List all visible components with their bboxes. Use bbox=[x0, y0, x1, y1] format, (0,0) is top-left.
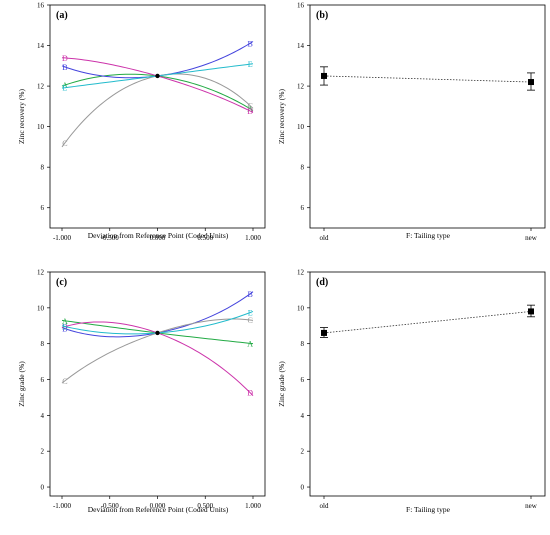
y-axis-label: Zinc grade (%) bbox=[277, 361, 286, 407]
y-tick-label: 8 bbox=[41, 164, 45, 172]
plot-frame bbox=[309, 4, 546, 229]
y-tick-label: 10 bbox=[297, 304, 305, 312]
panel-label: (c) bbox=[56, 277, 67, 288]
x-tick-label: 0.000 bbox=[150, 502, 166, 510]
data-point bbox=[321, 72, 327, 79]
chart-panel: (d) 0 2 4 6 8 10 12 Zinc grade (%) F: Tailing typ… bbox=[277, 269, 546, 514]
series-line-d bbox=[61, 57, 254, 113]
series-line-c bbox=[61, 73, 254, 148]
y-tick-label: 14 bbox=[37, 42, 45, 50]
chart-panel: (b) 6 8 10 12 14 16 Zinc recovery (%) F: Tailing… bbox=[277, 2, 546, 242]
y-tick-label: 16 bbox=[37, 2, 45, 10]
series-line-c bbox=[61, 318, 254, 384]
x-tick-label: -0.500 bbox=[101, 502, 120, 510]
y-tick-label: 6 bbox=[301, 204, 305, 212]
x-tick-label: -1.000 bbox=[53, 502, 72, 510]
y-tick-label: 12 bbox=[297, 269, 305, 277]
y-tick-label: 8 bbox=[301, 164, 305, 172]
y-tick-label: 0 bbox=[301, 484, 305, 492]
y-axis-label: Zinc recovery (%) bbox=[277, 89, 286, 144]
data-point bbox=[528, 79, 534, 86]
series-marker-a: A bbox=[62, 317, 68, 326]
x-tick-label: 0.000 bbox=[150, 234, 166, 242]
x-axis-label: Deviation from Reference Point (Coded Un… bbox=[88, 231, 229, 240]
y-tick-label: 12 bbox=[37, 269, 45, 277]
series-marker-b: B bbox=[247, 290, 252, 299]
y-tick-label: 6 bbox=[41, 376, 45, 384]
x-tick-label: -0.500 bbox=[101, 234, 120, 242]
y-tick-label: 0 bbox=[41, 484, 45, 492]
series-marker-e: E bbox=[248, 60, 253, 69]
x-axis-label: F: Tailing type bbox=[406, 505, 451, 514]
connecting-line bbox=[323, 311, 532, 334]
data-point bbox=[528, 308, 534, 315]
series-marker-c: C bbox=[247, 102, 252, 111]
plot-frame bbox=[309, 271, 546, 497]
y-tick-label: 2 bbox=[301, 448, 305, 456]
series-line-a bbox=[61, 73, 254, 111]
series-marker-b: B bbox=[62, 63, 67, 72]
panel-label: (d) bbox=[316, 277, 328, 288]
y-tick-label: 10 bbox=[297, 123, 305, 131]
connecting-line bbox=[323, 75, 532, 83]
series-marker-d: D bbox=[62, 54, 68, 63]
series-marker-e: E bbox=[62, 84, 67, 93]
y-tick-label: 14 bbox=[297, 42, 305, 50]
y-tick-label: 4 bbox=[301, 412, 305, 420]
y-tick-label: 16 bbox=[297, 2, 305, 10]
chart-panel: (a) 6 8 10 12 14 16 Zinc recovery (%) Deviation … bbox=[17, 2, 266, 242]
x-tick-label: 0.500 bbox=[197, 502, 213, 510]
y-tick-label: 12 bbox=[297, 83, 305, 91]
x-tick-label: 1.000 bbox=[245, 502, 261, 510]
y-tick-label: 6 bbox=[301, 376, 305, 384]
series-line-b bbox=[61, 291, 254, 338]
x-axis-label: F: Tailing type bbox=[406, 231, 451, 240]
series-marker-c: C bbox=[62, 139, 67, 148]
y-tick-label: 8 bbox=[41, 340, 45, 348]
reference-point bbox=[155, 73, 160, 79]
series-marker-c: C bbox=[247, 316, 252, 325]
plot-frame bbox=[49, 4, 266, 229]
x-tick-label: 1.000 bbox=[245, 234, 261, 242]
y-tick-label: 6 bbox=[41, 204, 45, 212]
x-tick-label: new bbox=[525, 234, 538, 242]
chart-panel: (c) 0 2 4 6 8 10 12 Zinc grade (%) Deviation from… bbox=[17, 269, 266, 514]
series-marker-b: B bbox=[62, 325, 67, 334]
x-tick-label: old bbox=[320, 234, 329, 242]
series-marker-a: A bbox=[247, 105, 253, 114]
y-tick-label: 12 bbox=[37, 83, 45, 91]
series-marker-e: E bbox=[248, 309, 253, 318]
series-marker-d: D bbox=[247, 107, 253, 116]
data-point bbox=[321, 329, 327, 336]
series-line-b bbox=[61, 41, 254, 79]
y-axis-label: Zinc grade (%) bbox=[17, 361, 26, 407]
y-axis-label: Zinc recovery (%) bbox=[17, 89, 26, 144]
series-marker-b: B bbox=[247, 39, 252, 48]
x-axis-label: Deviation from Reference Point (Coded Un… bbox=[88, 505, 229, 514]
x-tick-label: -1.000 bbox=[53, 234, 72, 242]
series-marker-a: A bbox=[62, 81, 68, 90]
series-marker-d: D bbox=[247, 389, 253, 398]
y-tick-label: 2 bbox=[41, 448, 45, 456]
series-marker-c: C bbox=[62, 377, 67, 386]
x-tick-label: new bbox=[525, 502, 538, 510]
series-marker-e: E bbox=[62, 322, 67, 331]
y-tick-label: 10 bbox=[37, 304, 45, 312]
series-marker-a: A bbox=[247, 339, 253, 348]
panel-label: (a) bbox=[56, 10, 68, 21]
panel-label: (b) bbox=[316, 10, 328, 21]
reference-point bbox=[155, 330, 160, 336]
y-tick-label: 4 bbox=[41, 412, 45, 420]
y-tick-label: 8 bbox=[301, 340, 305, 348]
x-tick-label: old bbox=[320, 502, 329, 510]
x-tick-label: 0.500 bbox=[197, 234, 213, 242]
series-marker-d: D bbox=[62, 323, 68, 332]
y-tick-label: 10 bbox=[37, 123, 45, 131]
